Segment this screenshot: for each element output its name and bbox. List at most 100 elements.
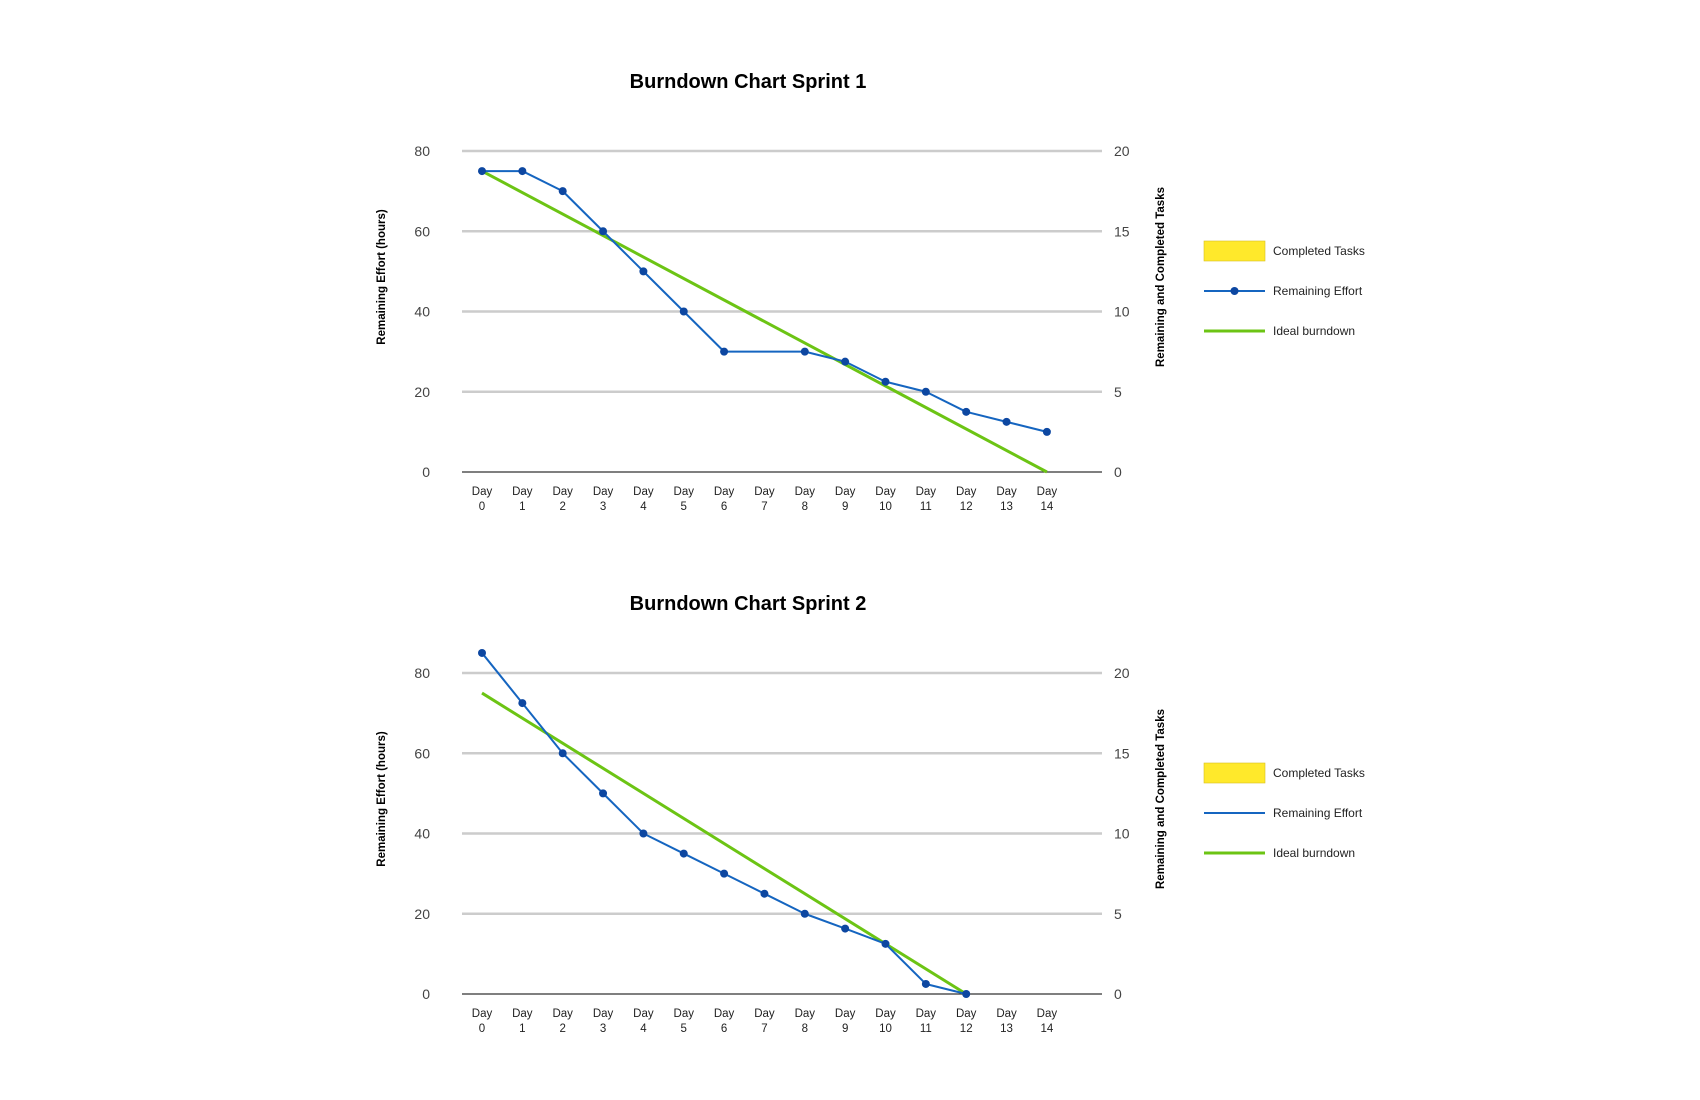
y2-tick-label: 0: [1114, 464, 1122, 480]
legend-label: Ideal burndown: [1273, 324, 1355, 338]
y2-tick-label: 5: [1114, 384, 1122, 400]
x-tick-label: Day 1: [512, 486, 533, 513]
x-tick-label: Day 13: [996, 1008, 1017, 1035]
x-tick-label: Day 14: [1037, 1008, 1058, 1035]
data-point: [921, 387, 930, 396]
series-line: [482, 170, 1048, 433]
x-tick-label: Day 11: [916, 1008, 937, 1035]
x-tick-label: Day 2: [552, 1008, 573, 1035]
chart-title: Burndown Chart Sprint 2: [630, 593, 867, 615]
x-tick-label: Day 7: [754, 1008, 775, 1035]
chart-panel-1: Burndown Chart Sprint 1 0 20 40 60 80 0 5 10 15 20…: [376, 71, 1365, 513]
data-point: [800, 909, 809, 918]
data-point: [760, 889, 769, 898]
legend-item: Remaining Effort: [1204, 284, 1363, 298]
y-axis-title: Remaining Effort (hours): [376, 209, 388, 345]
x-tick-label: Day 3: [593, 1008, 614, 1035]
data-point: [962, 407, 971, 416]
data-point: [962, 990, 971, 998]
x-tick-label: Day 11: [916, 486, 937, 513]
data-point: [841, 357, 850, 366]
y-axis-title: Remaining Effort (hours): [376, 731, 388, 867]
x-tick-label: Day 0: [472, 486, 493, 513]
data-point: [518, 699, 527, 708]
y-tick-label: 40: [414, 304, 430, 320]
y-tick-label: 60: [414, 745, 430, 761]
x-tick-label: Day 5: [674, 486, 695, 513]
x-tick-label: Day 13: [996, 486, 1017, 513]
series-ideal-burndown: [481, 169, 1048, 474]
legend-marker: [1230, 287, 1239, 295]
legend-swatch: [1203, 240, 1266, 262]
data-point: [720, 347, 729, 356]
y-tick-label: 80: [414, 665, 430, 681]
legend-label: Completed Tasks: [1273, 244, 1365, 258]
series-remaining-effort: [478, 648, 971, 998]
series-remaining-effort: [478, 167, 1051, 436]
x-tick-label: Day 14: [1037, 486, 1058, 513]
legend-item: Remaining Effort: [1204, 806, 1363, 820]
chart-title: Burndown Chart Sprint 1: [630, 71, 867, 93]
series-ideal-burndown: [481, 691, 967, 996]
legend-item: Ideal burndown: [1204, 846, 1355, 860]
series-line: [481, 691, 967, 996]
legend-item: Completed Tasks: [1203, 240, 1365, 262]
y-tick-label: 80: [414, 143, 430, 159]
legend-label: Remaining Effort: [1273, 284, 1363, 298]
data-point: [478, 648, 486, 657]
data-point: [881, 939, 890, 948]
x-tick-label: Day 7: [754, 486, 775, 513]
data-point: [881, 377, 890, 386]
data-point: [478, 167, 486, 176]
x-tick-label: Day 12: [956, 486, 977, 513]
data-point: [1042, 427, 1051, 436]
x-tick-label: Day 5: [674, 1008, 695, 1035]
y-tick-label: 20: [414, 906, 430, 922]
y-tick-label: 0: [422, 986, 430, 1002]
chart-panel-2: Burndown Chart Sprint 2 0 20 40 60 80 0 5 10 15 20…: [376, 593, 1365, 1035]
data-point: [639, 267, 648, 276]
x-tick-label: Day 8: [795, 1008, 816, 1035]
legend-swatch: [1203, 762, 1266, 784]
data-point: [720, 869, 729, 878]
legend-item: Ideal burndown: [1204, 324, 1355, 338]
y-tick-label: 0: [422, 464, 430, 480]
data-point: [679, 849, 688, 858]
data-point: [841, 924, 850, 933]
data-point: [1002, 417, 1011, 426]
series-line: [481, 652, 967, 995]
y2-tick-label: 10: [1114, 304, 1130, 320]
data-point: [558, 187, 567, 196]
x-tick-label: Day 10: [875, 1008, 896, 1035]
y2-tick-label: 5: [1114, 906, 1122, 922]
x-tick-label: Day 2: [552, 486, 573, 513]
data-point: [558, 749, 567, 758]
x-tick-label: Day 10: [875, 486, 896, 513]
legend-label: Completed Tasks: [1273, 766, 1365, 780]
x-tick-label: Day 3: [593, 486, 614, 513]
data-point: [518, 167, 527, 176]
y2-axis-title: Remaining and Completed Tasks: [1155, 187, 1167, 367]
legend-label: Ideal burndown: [1273, 846, 1355, 860]
x-tick-label: Day 4: [633, 1008, 654, 1035]
data-point: [599, 227, 608, 236]
y2-tick-label: 20: [1114, 143, 1130, 159]
y2-tick-label: 10: [1114, 826, 1130, 842]
x-tick-label: Day 6: [714, 486, 735, 513]
data-point: [800, 347, 809, 356]
x-tick-label: Day 9: [835, 486, 856, 513]
data-point: [599, 789, 608, 798]
y2-tick-label: 0: [1114, 986, 1122, 1002]
y-tick-label: 40: [414, 826, 430, 842]
y-tick-label: 60: [414, 223, 430, 239]
data-point: [921, 979, 930, 988]
y2-tick-label: 15: [1114, 745, 1130, 761]
x-tick-label: Day 4: [633, 486, 654, 513]
legend-item: Completed Tasks: [1203, 762, 1365, 784]
series-line: [481, 169, 1048, 474]
data-point: [639, 829, 648, 838]
y2-axis-title: Remaining and Completed Tasks: [1155, 709, 1167, 889]
x-tick-label: Day 0: [472, 1008, 493, 1035]
x-tick-label: Day 12: [956, 1008, 977, 1035]
